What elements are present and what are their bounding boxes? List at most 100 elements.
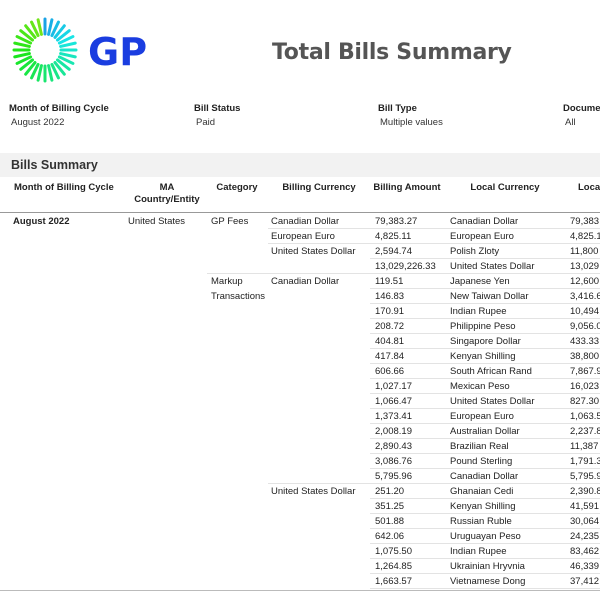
- local-amount-cell: 5,795.9: [570, 471, 600, 482]
- local-amount-cell: 13,029: [570, 261, 600, 272]
- row-divider: [370, 258, 600, 259]
- local-amount-cell: 2,390.8: [570, 486, 600, 497]
- local-currency-cell: Polish Zloty: [450, 246, 500, 257]
- header-divider: [0, 212, 600, 213]
- billing-amount-cell: 79,383.27: [375, 216, 418, 227]
- billing-amount-cell: 3,086.76: [375, 456, 412, 467]
- column-header-local-currency[interactable]: Local Currency: [470, 182, 540, 193]
- filter-label: Bill Type: [378, 103, 417, 114]
- category-cell-gp-fees: GP Fees: [211, 216, 249, 227]
- local-currency-cell: European Euro: [450, 411, 514, 422]
- filter-bill-status[interactable]: Bill Status Paid: [194, 103, 240, 128]
- row-divider: [370, 348, 600, 349]
- local-currency-cell: Kenyan Shilling: [450, 351, 516, 362]
- column-header-category[interactable]: Category: [216, 182, 258, 193]
- row-divider: [370, 543, 600, 544]
- local-amount-cell: 2,237.8: [570, 426, 600, 437]
- filter-value: Multiple values: [380, 117, 443, 128]
- row-divider: [370, 468, 600, 469]
- local-amount-cell: 16,023: [570, 381, 600, 392]
- local-currency-cell: United States Dollar: [450, 261, 535, 272]
- country-cell: United States: [128, 216, 186, 227]
- row-divider: [370, 273, 600, 274]
- local-currency-cell: Indian Rupee: [450, 546, 507, 557]
- billing-currency-cell: Canadian Dollar: [271, 216, 340, 227]
- billing-amount-cell: 2,594.74: [375, 246, 412, 257]
- local-currency-cell: Philippine Peso: [450, 321, 516, 332]
- month-cell: August 2022: [13, 216, 70, 227]
- category-line: Transactions: [211, 291, 266, 302]
- filter-bill-type[interactable]: Bill Type Multiple values: [378, 103, 443, 128]
- column-header-billing-currency[interactable]: Billing Currency: [282, 182, 356, 193]
- billing-amount-cell: 606.66: [375, 366, 405, 377]
- column-header-billing-amount[interactable]: Billing Amount: [373, 182, 441, 193]
- billing-amount-cell: 208.72: [375, 321, 405, 332]
- page-title: Total Bills Summary: [272, 40, 512, 65]
- local-amount-cell: 10,494: [570, 306, 600, 317]
- column-header-line: Country/Entity: [134, 194, 200, 205]
- local-currency-cell: Indian Rupee: [450, 306, 507, 317]
- filter-value: Paid: [196, 117, 216, 128]
- local-amount-cell: 1,063.5: [570, 411, 600, 422]
- category-line: Markup: [211, 276, 243, 287]
- billing-amount-cell: 1,663.57: [375, 576, 412, 587]
- local-amount-cell: 38,800: [570, 351, 600, 362]
- billing-amount-cell: 4,825.11: [375, 231, 412, 242]
- row-divider: [370, 513, 600, 514]
- column-header-month[interactable]: Month of Billing Cycle: [14, 182, 114, 193]
- row-divider: [370, 453, 600, 454]
- billing-currency-cell: United States Dollar: [271, 246, 356, 257]
- billing-amount-cell: 404.81: [375, 336, 405, 347]
- local-currency-cell: United States Dollar: [450, 396, 535, 407]
- row-divider: [370, 393, 600, 394]
- filter-month[interactable]: Month of Billing Cycle August 2022: [9, 103, 109, 128]
- row-divider: [370, 378, 600, 379]
- billing-amount-cell: 1,075.50: [375, 546, 412, 557]
- local-amount-cell: 41,591: [570, 501, 600, 512]
- category-divider: [207, 273, 271, 274]
- row-divider: [370, 408, 600, 409]
- local-currency-cell: Japanese Yen: [450, 276, 510, 287]
- row-divider: [370, 588, 600, 589]
- logo-wordmark: GP: [88, 30, 147, 74]
- local-amount-cell: 3,416.6: [570, 291, 600, 302]
- column-header-ma-country[interactable]: MA Country/Entity: [122, 182, 212, 206]
- billing-amount-cell: 2,008.19: [375, 426, 412, 437]
- billing-amount-cell: 1,373.41: [375, 411, 412, 422]
- row-divider: [370, 363, 600, 364]
- row-divider: [370, 243, 600, 244]
- billing-amount-cell: 501.88: [375, 516, 405, 527]
- row-divider: [370, 498, 600, 499]
- billing-currency-cell: Canadian Dollar: [271, 276, 340, 287]
- billing-amount-cell: 2,890.43: [375, 441, 412, 452]
- local-currency-cell: Ghanaian Cedi: [450, 486, 514, 497]
- category-cell-markup: Markup Transactions: [211, 274, 265, 304]
- local-amount-cell: 79,383: [570, 216, 600, 227]
- filter-label: Month of Billing Cycle: [9, 103, 109, 114]
- billing-currency-cell: European Euro: [271, 231, 335, 242]
- row-divider: [268, 228, 370, 229]
- local-amount-cell: 7,867.9: [570, 366, 600, 377]
- row-divider: [370, 528, 600, 529]
- local-amount-cell: 433.33: [570, 336, 600, 347]
- column-header-local-amount[interactable]: Loca: [578, 182, 600, 193]
- local-currency-cell: Brazilian Real: [450, 441, 509, 452]
- billing-currency-cell: United States Dollar: [271, 486, 356, 497]
- filter-value: All: [565, 117, 576, 128]
- billing-amount-cell: 351.25: [375, 501, 405, 512]
- billing-amount-cell: 1,264.85: [375, 561, 412, 572]
- local-currency-cell: New Taiwan Dollar: [450, 291, 529, 302]
- billing-amount-cell: 13,029,226.33: [375, 261, 436, 272]
- local-amount-cell: 83,462: [570, 546, 600, 557]
- local-amount-cell: 30,064: [570, 516, 600, 527]
- local-amount-cell: 9,056.0: [570, 321, 600, 332]
- local-currency-cell: Ukrainian Hryvnia: [450, 561, 525, 572]
- local-currency-cell: Russian Ruble: [450, 516, 512, 527]
- filter-document[interactable]: Documen All: [563, 103, 600, 128]
- local-currency-cell: Australian Dollar: [450, 426, 520, 437]
- billing-amount-cell: 5,795.96: [375, 471, 412, 482]
- local-currency-cell: Canadian Dollar: [450, 216, 519, 227]
- filter-value: August 2022: [11, 117, 65, 128]
- row-divider: [370, 333, 600, 334]
- local-currency-cell: Vietnamese Dong: [450, 576, 526, 587]
